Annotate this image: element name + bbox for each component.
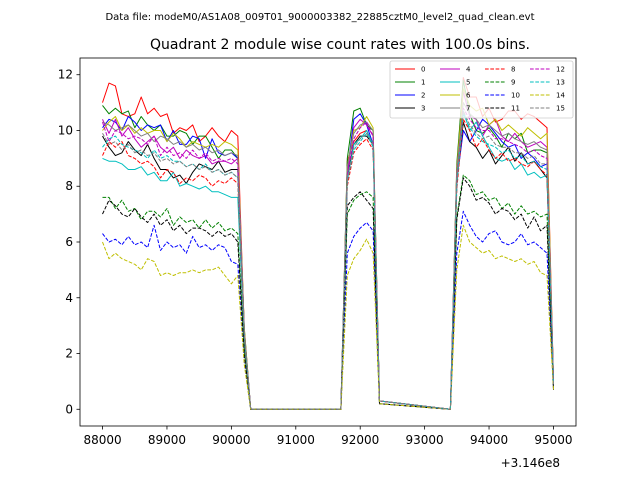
legend-label-14: 14 [556, 92, 565, 100]
legend-label-15: 15 [556, 105, 565, 113]
x-tick-label: 90000 [212, 433, 250, 447]
y-tick-label: 10 [58, 123, 73, 137]
legend-label-2: 2 [421, 92, 425, 100]
legend-label-1: 1 [421, 79, 425, 87]
series-line-15 [102, 110, 554, 410]
y-tick-label: 2 [65, 347, 73, 361]
legend-label-3: 3 [421, 105, 425, 113]
series-line-11 [102, 177, 554, 410]
legend-label-4: 4 [466, 66, 471, 74]
y-tick-label: 8 [65, 179, 73, 193]
legend-label-11: 11 [511, 105, 520, 113]
figure-supertitle: Data file: modeM0/AS1A08_009T01_90000033… [105, 12, 534, 23]
x-tick-label: 88000 [83, 433, 121, 447]
y-tick-label: 6 [65, 235, 73, 249]
x-tick-label: 91000 [277, 433, 315, 447]
x-tick-label: 89000 [148, 433, 186, 447]
plot-area [102, 77, 554, 410]
x-tick-label: 92000 [341, 433, 379, 447]
legend-label-10: 10 [511, 92, 520, 100]
y-tick-label: 4 [65, 291, 73, 305]
x-tick-label: 94000 [470, 433, 508, 447]
x-axis: 88000 89000 90000 91000 92000 93000 94000 95000 [83, 426, 573, 447]
x-tick-label: 93000 [406, 433, 444, 447]
plot-frame [79, 57, 577, 427]
y-tick-label: 0 [65, 402, 73, 416]
series-line-10 [102, 210, 554, 410]
x-offset-label: +3.146e8 [501, 456, 560, 470]
legend-label-7: 7 [466, 105, 470, 113]
legend-label-5: 5 [466, 79, 470, 87]
legend-label-12: 12 [556, 66, 565, 74]
legend-label-9: 9 [511, 79, 515, 87]
x-tick-label: 95000 [534, 433, 572, 447]
legend-label-0: 0 [421, 66, 425, 74]
y-tick-label: 12 [58, 68, 73, 82]
legend-box [389, 60, 574, 119]
legend-label-6: 6 [466, 92, 471, 100]
y-axis: 0 2 4 6 8 10 12 [58, 68, 80, 416]
legend-label-8: 8 [511, 66, 515, 74]
chart-title: Quadrant 2 module wise count rates with … [150, 37, 530, 53]
legend-label-13: 13 [556, 79, 565, 87]
